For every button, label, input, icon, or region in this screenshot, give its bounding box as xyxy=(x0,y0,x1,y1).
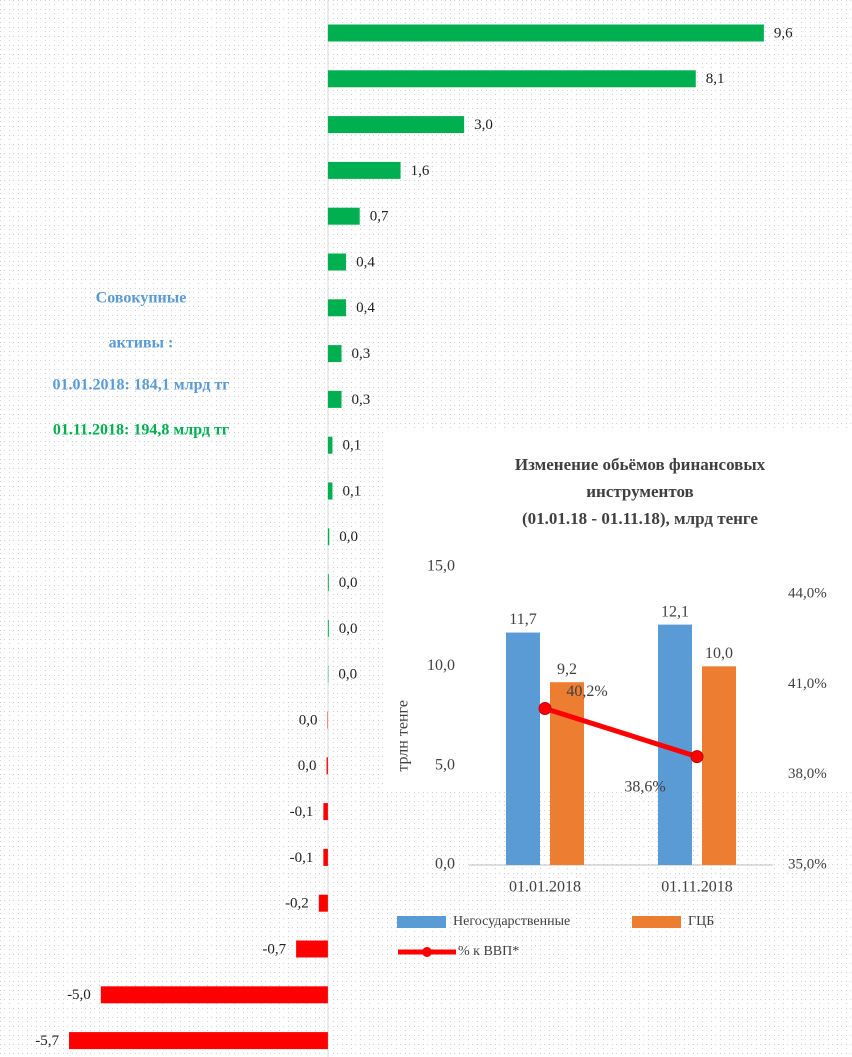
bar xyxy=(327,161,401,179)
y-tick-label: 5,0 xyxy=(435,756,455,773)
legend-label: % к ВВП* xyxy=(458,944,519,959)
data-label: 0,1 xyxy=(342,483,361,499)
data-label: 9,6 xyxy=(774,25,793,41)
data-label: 0,0 xyxy=(338,667,357,683)
data-label: 0,0 xyxy=(298,758,317,774)
legend-label: Негосударственные xyxy=(453,914,570,929)
bar xyxy=(327,24,764,42)
annotation: Совокупные xyxy=(96,290,187,307)
bar xyxy=(702,666,736,865)
bar xyxy=(69,1032,328,1050)
y2-tick-label: 41,0% xyxy=(788,676,827,692)
y-tick-label: 0,0 xyxy=(435,856,455,873)
data-label: 0,0 xyxy=(299,712,318,728)
data-label: 11,7 xyxy=(509,611,536,628)
data-label: -0,7 xyxy=(262,941,286,957)
y-axis-label: трлн тенге xyxy=(395,700,412,772)
data-label: -0,1 xyxy=(290,804,314,820)
bar xyxy=(318,894,328,912)
data-label: 0,4 xyxy=(356,300,375,316)
data-label: -5,7 xyxy=(35,1033,59,1049)
data-label: 0,3 xyxy=(352,346,371,362)
bar xyxy=(327,390,342,408)
line-marker xyxy=(690,750,704,764)
y2-tick-label: 44,0% xyxy=(788,586,827,602)
bar xyxy=(323,848,328,866)
bar xyxy=(327,482,333,500)
inset-title: инструментов xyxy=(586,482,694,501)
data-label: 9,2 xyxy=(557,661,577,678)
x-tick-label: 01.11.2018 xyxy=(661,879,732,896)
data-label: 0,0 xyxy=(339,529,358,545)
x-tick-label: 01.01.2018 xyxy=(509,879,581,896)
legend-swatch xyxy=(632,916,681,928)
y2-tick-label: 35,0% xyxy=(788,856,827,872)
bar xyxy=(327,116,465,134)
bar xyxy=(506,632,540,865)
annotation: 01.01.2018: 184,1 млрд тг xyxy=(52,377,229,394)
y-tick-label: 15,0 xyxy=(427,558,455,575)
y-tick-label: 10,0 xyxy=(427,657,455,674)
bar xyxy=(326,757,328,775)
bar xyxy=(327,619,329,637)
data-label: 0,1 xyxy=(342,438,361,454)
data-label: 0,3 xyxy=(352,392,371,408)
data-label: -0,2 xyxy=(285,896,309,912)
bar xyxy=(327,436,333,454)
bar xyxy=(327,253,347,271)
data-label: 0,4 xyxy=(356,254,375,270)
legend-marker xyxy=(422,947,432,957)
bar xyxy=(327,574,329,592)
bar xyxy=(296,940,328,958)
bar xyxy=(100,986,328,1004)
data-label: -0,1 xyxy=(290,850,314,866)
inset-title: (01.01.18 - 01.11.18), млрд тенге xyxy=(522,509,758,528)
bar xyxy=(323,803,328,821)
bar xyxy=(327,345,342,363)
data-label: 10,0 xyxy=(705,645,733,662)
data-label: 0,0 xyxy=(339,621,358,637)
data-label: -5,0 xyxy=(67,987,91,1003)
data-label: 38,6% xyxy=(624,778,665,795)
y2-tick-label: 38,0% xyxy=(788,766,827,782)
annotation: 01.11.2018: 194,8 млрд тг xyxy=(53,422,229,439)
bar xyxy=(327,207,360,225)
line xyxy=(544,706,698,760)
data-label: 12,1 xyxy=(661,603,689,620)
data-label: 40,2% xyxy=(566,683,607,700)
bar xyxy=(327,299,347,317)
bar xyxy=(327,70,696,88)
bar xyxy=(327,528,330,546)
legend-label: ГЦБ xyxy=(688,914,714,929)
data-label: 0,0 xyxy=(339,575,358,591)
inset-title: Изменение обьёмов финансовых xyxy=(515,455,766,474)
data-label: 1,6 xyxy=(411,163,430,179)
legend-swatch xyxy=(397,916,446,928)
data-label: 0,7 xyxy=(370,209,389,225)
annotation: активы : xyxy=(109,335,174,352)
data-label: 8,1 xyxy=(706,71,725,87)
data-label: 3,0 xyxy=(474,117,493,133)
line-marker xyxy=(538,701,552,715)
